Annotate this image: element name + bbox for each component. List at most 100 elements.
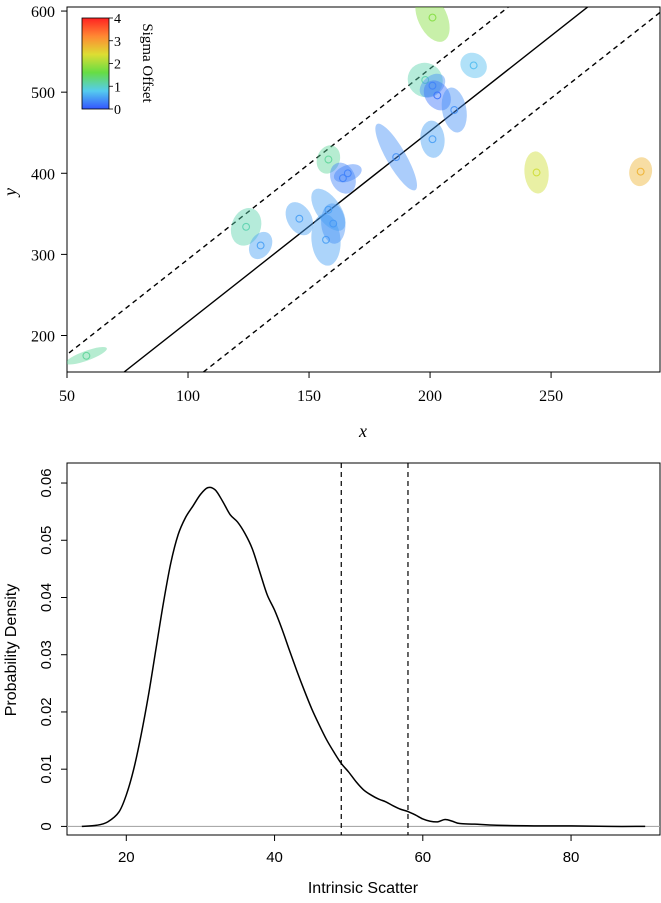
x-tick-label: 200 <box>418 388 442 405</box>
point-marker <box>428 135 437 144</box>
data-point-13 <box>419 73 446 98</box>
x-tick-label: 40 <box>266 849 283 866</box>
error-ellipse <box>375 123 417 191</box>
point-marker <box>324 205 333 214</box>
error-ellipse <box>333 164 362 183</box>
y-tick-label: 500 <box>31 85 55 102</box>
error-ellipse <box>423 80 451 111</box>
point-marker <box>324 155 333 164</box>
colorbar-label: Sigma Offset <box>139 23 155 103</box>
point-marker <box>433 91 442 100</box>
scatter-bound-line-1 <box>67 7 510 356</box>
y-tick-label: 200 <box>31 329 55 346</box>
density-frame <box>66 462 661 836</box>
density-y-axis-label: Probability Density <box>3 584 20 717</box>
error-ellipse <box>311 188 346 231</box>
y-tick-label: 600 <box>31 4 55 21</box>
colorbar-tick-label: 3 <box>114 35 121 50</box>
x-tick-label: 150 <box>297 388 321 405</box>
data-point-7 <box>316 145 341 174</box>
density-x-axis-label: Intrinsic Scatter <box>308 880 419 897</box>
point-marker <box>450 106 459 114</box>
error-ellipse <box>460 52 487 79</box>
density-y-ticks: 0 0.01 0.02 0.03 0.04 0.05 0.06 <box>38 468 67 831</box>
density-curve <box>81 486 646 828</box>
error-ellipse <box>316 145 341 174</box>
scatter-x-ticks: 50 100 150 200 250 <box>59 372 563 405</box>
y-tick-label: 0.02 <box>38 697 55 726</box>
density-panel: 20 40 60 80 0 0.01 0.02 0.03 0.04 0.05 0.06 Intri… <box>3 462 661 897</box>
colorbar-tick-label: 1 <box>114 80 121 95</box>
y-tick-label: 0.01 <box>38 755 55 784</box>
x-tick-label: 80 <box>563 849 580 866</box>
data-point-14 <box>423 80 451 111</box>
point-marker <box>428 13 437 22</box>
density-plot-area <box>67 463 660 835</box>
colorbar-tick-label: 0 <box>114 103 121 118</box>
scatter-y-ticks: 200 300 400 500 600 <box>31 4 67 346</box>
data-point-0 <box>67 347 107 365</box>
point-marker <box>242 222 251 231</box>
point-marker <box>82 351 91 360</box>
scatter-x-axis-label: x <box>358 421 367 441</box>
point-marker <box>295 214 304 223</box>
point-marker <box>532 168 541 177</box>
data-point-15 <box>441 87 467 133</box>
scatter-frame <box>66 6 661 373</box>
error-ellipse <box>415 7 450 42</box>
point-marker <box>421 76 430 84</box>
point-marker <box>469 61 478 70</box>
error-ellipse <box>420 120 445 158</box>
colorbar-tick-label: 2 <box>114 58 121 73</box>
data-point-12 <box>420 120 445 158</box>
error-ellipse <box>230 207 262 246</box>
y-tick-label: 400 <box>31 166 55 183</box>
best-fit-line <box>123 7 589 372</box>
x-tick-label: 20 <box>118 849 135 866</box>
data-points <box>67 7 653 365</box>
data-point-1 <box>230 207 262 246</box>
y-tick-label: 0 <box>38 822 55 830</box>
data-point-17 <box>460 52 487 79</box>
data-point-9 <box>333 164 362 183</box>
scatter-y-axis-label: y <box>0 188 20 198</box>
error-ellipse <box>629 157 653 187</box>
vertical-markers <box>340 463 409 835</box>
point-marker <box>636 167 645 176</box>
data-point-10 <box>375 123 417 191</box>
y-tick-label: 0.04 <box>38 583 55 612</box>
sigma-offset-colorbar: 0 1 2 3 4 Sigma Offset <box>81 12 155 118</box>
data-point-6 <box>311 188 346 231</box>
x-tick-label: 50 <box>59 388 75 405</box>
y-tick-label: 0.03 <box>38 640 55 669</box>
error-ellipse <box>248 231 273 260</box>
point-marker <box>322 235 330 244</box>
density-x-ticks: 20 40 60 80 <box>118 835 579 866</box>
point-marker <box>256 241 265 250</box>
colorbar-ticks: 0 1 2 3 4 <box>109 12 121 118</box>
point-marker <box>329 219 338 228</box>
x-tick-label: 100 <box>176 388 200 405</box>
data-point-2 <box>248 231 273 260</box>
error-ellipse <box>67 347 107 365</box>
data-point-18 <box>524 151 549 194</box>
error-ellipse <box>419 73 446 98</box>
data-point-3 <box>285 202 314 236</box>
error-ellipse <box>441 87 467 133</box>
error-ellipse <box>285 202 314 236</box>
regression-lines <box>67 7 660 372</box>
colorbar-tick-label: 4 <box>114 12 121 27</box>
error-ellipse <box>524 151 549 194</box>
x-tick-label: 250 <box>539 388 563 405</box>
y-tick-label: 300 <box>31 247 55 264</box>
scatter-panel: 50 100 150 200 250 200 300 400 500 600 x y 0 1 2 3 4… <box>0 4 661 441</box>
y-tick-label: 0.05 <box>38 526 55 555</box>
x-tick-label: 60 <box>414 849 431 866</box>
data-point-16 <box>415 7 450 42</box>
data-point-19 <box>629 157 653 187</box>
scatter-plot-area <box>67 7 660 372</box>
colorbar-gradient <box>81 17 110 110</box>
y-tick-label: 0.06 <box>38 468 55 497</box>
point-marker <box>343 169 352 178</box>
